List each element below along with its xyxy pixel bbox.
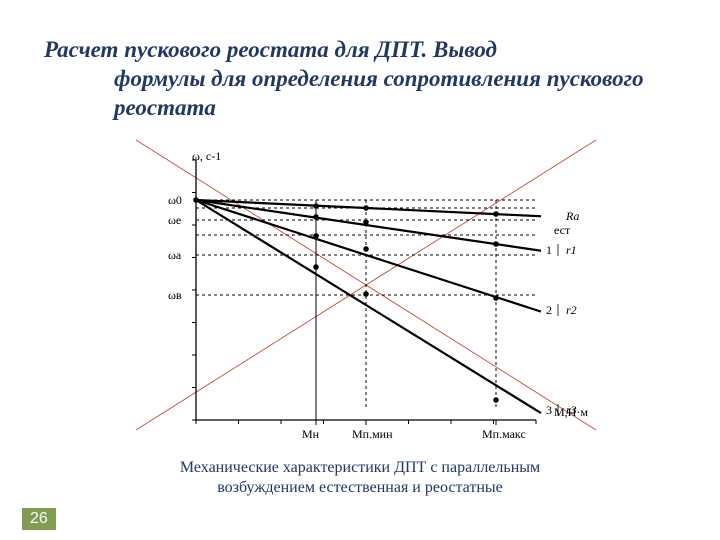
svg-text:2: 2 xyxy=(546,303,552,317)
title-line2: формулы для определения сопротивления пу… xyxy=(44,65,680,123)
svg-text:1: 1 xyxy=(546,243,552,257)
svg-text:r1: r1 xyxy=(566,243,577,257)
svg-text:ω, с-1: ω, с-1 xyxy=(192,149,221,163)
title-line1: Расчет пускового реостата для ДПТ. Вывод xyxy=(44,37,497,62)
svg-text:3: 3 xyxy=(546,403,552,417)
svg-text:Мп.макс: Мп.макс xyxy=(482,427,526,441)
slide-number: 26 xyxy=(22,508,56,530)
caption-line1: Механические характеристики ДПТ с паралл… xyxy=(180,459,540,476)
svg-text:Мп.мин: Мп.мин xyxy=(352,427,393,441)
svg-text:ωа: ωа xyxy=(168,248,182,262)
svg-text:ωв: ωв xyxy=(168,288,182,302)
svg-text:M,H·м: M,H·м xyxy=(554,405,588,419)
svg-text:ест: ест xyxy=(554,223,571,237)
caption: Механические характеристики ДПТ с паралл… xyxy=(0,458,720,498)
svg-text:ω0: ω0 xyxy=(168,193,182,207)
caption-line2: возбуждением естественная и реостатные xyxy=(217,479,503,496)
svg-text:r2: r2 xyxy=(566,303,577,317)
svg-text:Мн: Мн xyxy=(302,427,320,441)
svg-text:ωе: ωе xyxy=(168,213,181,227)
chart: Rаестr11r22r33ω0ωеωаωвМнМп.минМп.максω, … xyxy=(126,150,606,440)
slide-title: Расчет пускового реостата для ДПТ. Вывод… xyxy=(44,36,680,122)
svg-text:Rа: Rа xyxy=(565,209,579,223)
